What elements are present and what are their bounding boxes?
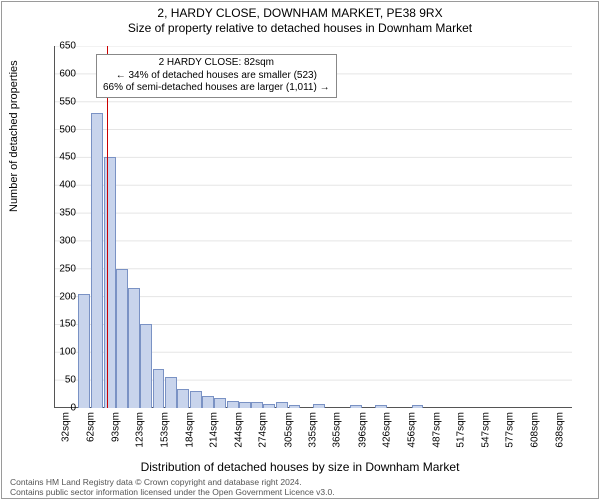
chart-frame: 2, HARDY CLOSE, DOWNHAM MARKET, PE38 9RX… [1, 1, 599, 499]
histogram-bar [289, 405, 301, 408]
x-tick-label: 305sqm [283, 412, 294, 448]
annotation-box: 2 HARDY CLOSE: 82sqm ← 34% of detached h… [96, 54, 337, 98]
x-tick-label: 638sqm [554, 412, 565, 448]
x-tick-label: 396sqm [357, 412, 368, 448]
y-axis-label: Number of detached properties [8, 60, 20, 212]
histogram-bar [214, 398, 226, 408]
x-tick-label: 244sqm [233, 412, 244, 448]
histogram-bar [276, 402, 288, 408]
x-tick-label: 62sqm [85, 412, 96, 442]
histogram-bar [239, 402, 251, 408]
histogram-bar [116, 269, 128, 408]
histogram-bar [140, 324, 152, 408]
x-tick-label: 547sqm [480, 412, 491, 448]
y-tick-label: 600 [48, 68, 76, 79]
histogram-bar [91, 113, 103, 408]
x-tick-label: 335sqm [308, 412, 319, 448]
y-tick-label: 50 [48, 375, 76, 386]
x-axis-label: Distribution of detached houses by size … [2, 460, 598, 474]
histogram-bar [128, 288, 140, 408]
annotation-line3: 66% of semi-detached houses are larger (… [103, 82, 330, 95]
title-block: 2, HARDY CLOSE, DOWNHAM MARKET, PE38 9RX… [2, 2, 598, 35]
x-tick-label: 153sqm [159, 412, 170, 448]
x-tick-label: 517sqm [456, 412, 467, 448]
histogram-bar [375, 405, 387, 408]
x-tick-label: 274sqm [258, 412, 269, 448]
histogram-bar [190, 391, 202, 408]
histogram-bar [153, 369, 165, 408]
annotation-line2: ← 34% of detached houses are smaller (52… [103, 70, 330, 83]
y-tick-label: 450 [48, 152, 76, 163]
y-tick-label: 200 [48, 291, 76, 302]
y-tick-label: 250 [48, 263, 76, 274]
x-tick-label: 608sqm [530, 412, 541, 448]
histogram-bar [227, 401, 239, 408]
y-tick-label: 300 [48, 235, 76, 246]
y-tick-label: 650 [48, 41, 76, 52]
histogram-bar [313, 404, 325, 408]
histogram-bar [251, 402, 263, 408]
x-tick-label: 32sqm [61, 412, 72, 442]
title-subtitle: Size of property relative to detached ho… [2, 21, 598, 35]
histogram-bar [350, 405, 362, 408]
x-tick-label: 577sqm [505, 412, 516, 448]
histogram-bar [78, 294, 90, 408]
y-tick-label: 500 [48, 124, 76, 135]
y-tick-label: 350 [48, 208, 76, 219]
histogram-bar [202, 396, 214, 408]
x-tick-label: 365sqm [332, 412, 343, 448]
y-tick-label: 400 [48, 180, 76, 191]
x-tick-label: 123sqm [135, 412, 146, 448]
y-tick-label: 550 [48, 96, 76, 107]
annotation-line1: 2 HARDY CLOSE: 82sqm [103, 57, 330, 70]
histogram-bar [412, 405, 424, 408]
x-tick-label: 426sqm [382, 412, 393, 448]
histogram-bar [104, 157, 116, 408]
chart-area: 2 HARDY CLOSE: 82sqm ← 34% of detached h… [54, 46, 572, 408]
attribution-footer: Contains HM Land Registry data © Crown c… [10, 478, 335, 497]
y-tick-label: 150 [48, 319, 76, 330]
histogram-bar [177, 389, 189, 408]
x-tick-label: 214sqm [209, 412, 220, 448]
footer-line2: Contains public sector information licen… [10, 488, 335, 497]
histogram-bar [263, 404, 275, 408]
y-tick-label: 100 [48, 347, 76, 358]
x-tick-label: 456sqm [406, 412, 417, 448]
x-tick-label: 93sqm [110, 412, 121, 442]
property-marker-line [107, 46, 108, 408]
title-address: 2, HARDY CLOSE, DOWNHAM MARKET, PE38 9RX [2, 6, 598, 20]
x-tick-label: 487sqm [431, 412, 442, 448]
histogram-bar [165, 377, 177, 408]
x-tick-label: 184sqm [185, 412, 196, 448]
